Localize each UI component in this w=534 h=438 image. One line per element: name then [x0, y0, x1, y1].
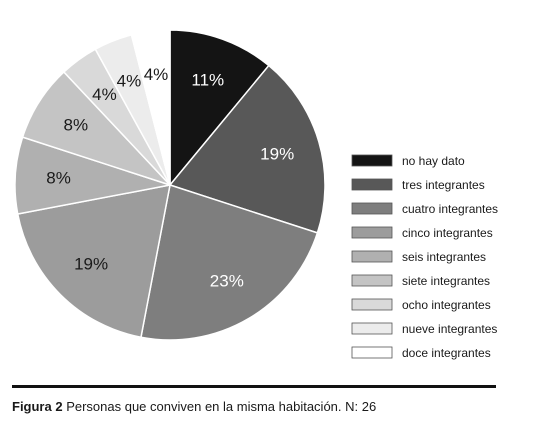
legend-swatch-seis-integrantes: [351, 250, 393, 263]
caption-divider: [12, 385, 496, 388]
data-label-doce-integrantes: 4%: [144, 65, 169, 84]
data-label-cinco-integrantes: 19%: [74, 254, 108, 273]
data-label-tres-integrantes: 19%: [260, 144, 294, 163]
pie-slice-tres-integrantes: [168, 64, 326, 234]
pie-slice-cinco-integrantes: [16, 184, 171, 339]
legend-item-no-hay-dato: no hay dato: [351, 154, 465, 168]
legend-label-doce-integrantes: doce integrantes: [402, 346, 491, 360]
legend-swatch-ocho-integrantes: [351, 298, 393, 311]
legend-item-doce-integrantes: doce integrantes: [351, 346, 491, 360]
pie-slices: [14, 29, 326, 341]
legend-swatch-no-hay-dato: [351, 154, 393, 167]
legend-swatch-tres-integrantes: [351, 178, 393, 191]
data-label-cuatro-integrantes: 23%: [210, 272, 244, 291]
legend-swatch-cinco-integrantes: [351, 226, 393, 239]
legend-item-nueve-integrantes: nueve integrantes: [351, 322, 497, 336]
legend-item-cinco-integrantes: cinco integrantes: [351, 226, 493, 240]
legend-label-cuatro-integrantes: cuatro integrantes: [402, 202, 498, 216]
figure-caption: Figura 2 Personas que conviven en la mis…: [12, 399, 376, 415]
data-label-no-hay-dato: 11%: [191, 71, 224, 90]
pie-slice-no-hay-dato: [169, 29, 270, 188]
figure-label: Figura 2: [12, 399, 63, 414]
legend-item-cuatro-integrantes: cuatro integrantes: [351, 202, 498, 216]
legend-swatch-nueve-integrantes: [351, 322, 393, 335]
legend-swatch-cuatro-integrantes: [351, 202, 393, 215]
data-label-seis-integrantes: 8%: [46, 169, 71, 188]
data-label-ocho-integrantes: 4%: [92, 85, 117, 104]
legend-swatch-doce-integrantes: [351, 346, 393, 359]
legend-label-siete-integrantes: siete integrantes: [402, 274, 490, 288]
legend-item-ocho-integrantes: ocho integrantes: [351, 298, 491, 312]
legend-swatch-siete-integrantes: [351, 274, 393, 287]
legend-item-siete-integrantes: siete integrantes: [351, 274, 490, 288]
legend-label-no-hay-dato: no hay dato: [402, 154, 465, 168]
legend: no hay dato tres integrantes cuatro integr…: [351, 154, 498, 360]
pie-slice-cuatro-integrantes: [140, 184, 319, 341]
legend-item-tres-integrantes: tres integrantes: [351, 178, 485, 192]
data-label-nueve-integrantes: 4%: [117, 72, 142, 91]
legend-item-seis-integrantes: seis integrantes: [351, 250, 486, 264]
legend-label-seis-integrantes: seis integrantes: [402, 250, 486, 264]
legend-label-cinco-integrantes: cinco integrantes: [402, 226, 493, 240]
legend-label-nueve-integrantes: nueve integrantes: [402, 322, 497, 336]
legend-label-ocho-integrantes: ocho integrantes: [402, 298, 491, 312]
figure-caption-text: Personas que conviven en la misma habita…: [62, 399, 377, 414]
legend-label-tres-integrantes: tres integrantes: [402, 178, 485, 192]
pie-slice-doce-integrantes: [130, 29, 171, 186]
data-label-siete-integrantes: 8%: [64, 116, 89, 135]
pie-value-labels: 11%19%23%19%8%8%4%4% 4%: [46, 65, 294, 291]
